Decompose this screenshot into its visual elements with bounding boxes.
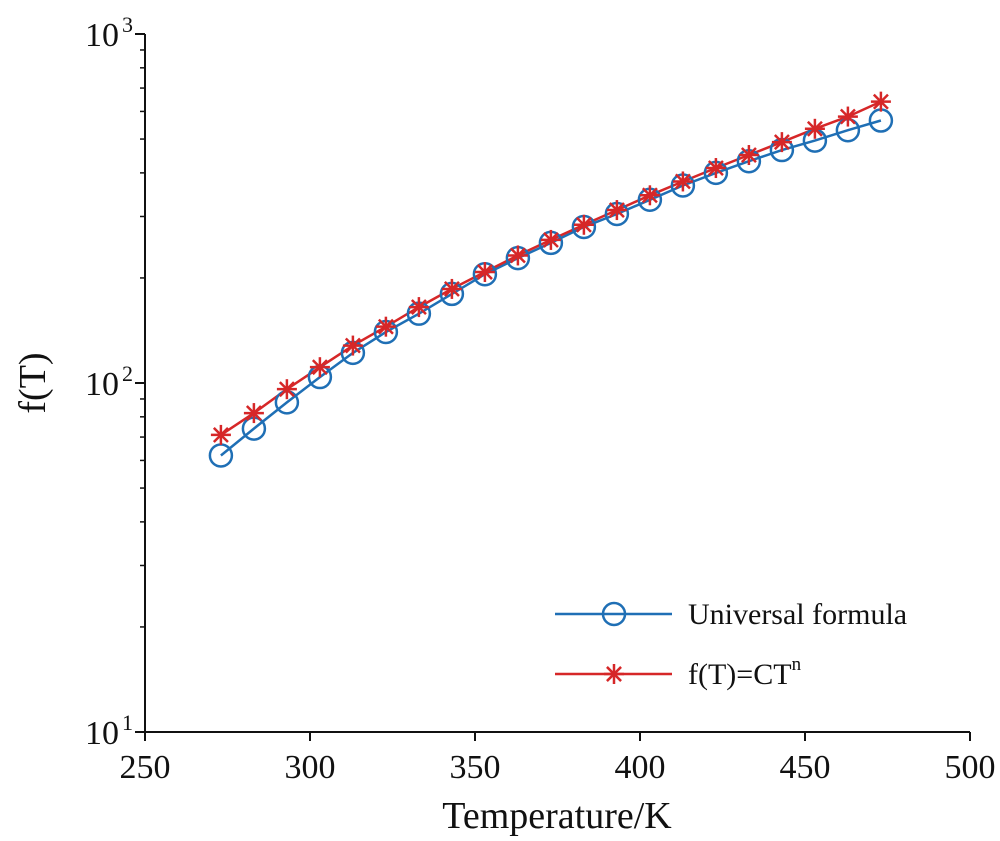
data-point-power — [375, 316, 396, 337]
y-tick-label: 10 — [85, 17, 119, 54]
x-tick-label: 400 — [615, 749, 666, 786]
data-point-power — [771, 132, 792, 153]
y-tick-exponent: 1 — [122, 710, 133, 735]
data-point-power — [474, 261, 495, 282]
legend-asterisk-glyph — [604, 664, 624, 684]
x-tick-label: 350 — [450, 749, 501, 786]
x-tick-label: 300 — [285, 749, 336, 786]
y-axis-title: f(T) — [12, 352, 54, 413]
data-point-power — [507, 245, 528, 266]
data-point-power — [276, 379, 297, 400]
series-line-universal — [220, 119, 882, 457]
data-point-power — [243, 403, 264, 424]
y-tick-exponent: 3 — [122, 12, 133, 37]
data-point-power — [540, 229, 561, 250]
data-point-power — [573, 214, 594, 235]
data-point-power — [441, 278, 462, 299]
legend-marker-asterisk — [604, 664, 624, 684]
data-point-power — [804, 118, 825, 139]
data-point-power — [342, 335, 363, 356]
x-axis-title: Temperature/K — [442, 795, 672, 837]
data-point-power — [309, 357, 330, 378]
data-point-power — [837, 106, 858, 127]
y-tick-label: 10 — [85, 715, 119, 752]
data-point-power — [705, 158, 726, 179]
x-tick-label: 500 — [945, 749, 996, 786]
legend-label-universal: Universal formula — [688, 598, 907, 631]
plot-marks — [208, 91, 894, 468]
data-point-power — [639, 185, 660, 206]
legend-entry-universal: Universal formula — [555, 598, 907, 631]
y-tick-label: 10 — [85, 366, 119, 403]
legend-entry-power: f(T)=CTn — [555, 654, 802, 691]
data-point-power — [606, 200, 627, 221]
legend-label-power: f(T)=CTn — [688, 654, 802, 691]
x-tick-label: 450 — [780, 749, 831, 786]
y-tick-exponent: 2 — [122, 361, 133, 386]
legend-marker-circle — [601, 601, 627, 627]
x-ticks: 250 300 350 400 450 500 — [120, 732, 996, 786]
data-point-power — [672, 171, 693, 192]
data-point-power — [738, 145, 759, 166]
legend: Universal formula f(T)=CTn — [555, 598, 907, 691]
data-point-power — [408, 297, 429, 318]
data-point-power — [870, 91, 891, 112]
x-tick-label: 250 — [120, 749, 171, 786]
data-point-power — [210, 424, 231, 445]
